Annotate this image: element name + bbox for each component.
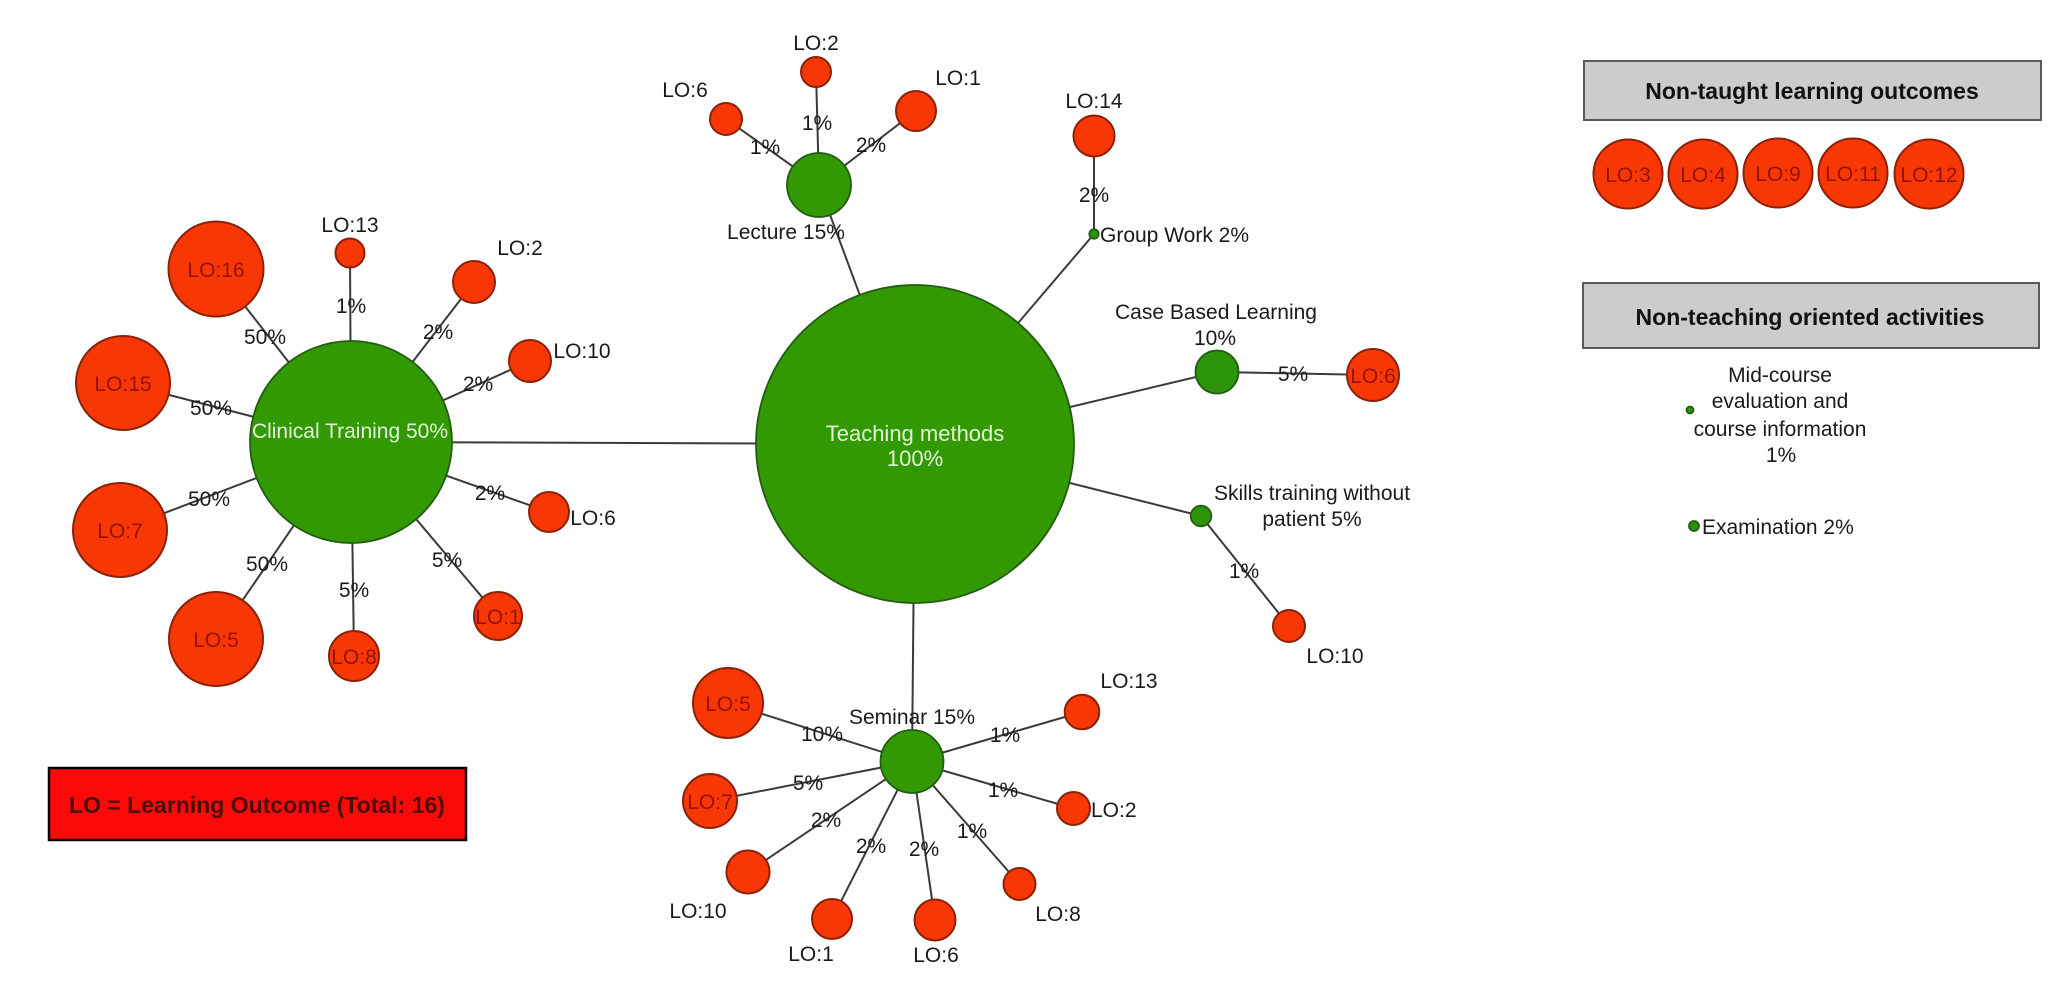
svg-text:5%: 5% (1278, 363, 1308, 386)
svg-text:LO:5: LO:5 (705, 693, 751, 716)
svg-text:1%: 1% (1229, 560, 1259, 583)
svg-text:10%: 10% (801, 723, 843, 746)
svg-text:LO:8: LO:8 (1035, 903, 1081, 926)
svg-text:LO:13: LO:13 (1100, 670, 1157, 693)
svg-text:Seminar 15%: Seminar 15% (849, 706, 975, 729)
svg-text:50%: 50% (188, 488, 230, 511)
svg-text:LO:2: LO:2 (497, 237, 543, 260)
svg-text:LO:2: LO:2 (1091, 799, 1137, 822)
svg-text:LO:10: LO:10 (1306, 645, 1363, 668)
svg-text:LO:12: LO:12 (1900, 164, 1957, 187)
svg-text:LO:6: LO:6 (570, 507, 616, 530)
svg-text:patient 5%: patient 5% (1262, 508, 1361, 531)
svg-text:2%: 2% (856, 835, 886, 858)
svg-text:Group Work 2%: Group Work 2% (1100, 224, 1249, 247)
svg-text:LO:15: LO:15 (94, 373, 151, 396)
svg-text:100%: 100% (887, 446, 943, 471)
svg-text:Examination 2%: Examination 2% (1702, 516, 1854, 539)
svg-text:50%: 50% (244, 326, 286, 349)
svg-text:5%: 5% (793, 772, 823, 795)
svg-text:LO:16: LO:16 (187, 259, 244, 282)
svg-text:LO = Learning Outcome (Total:: LO = Learning Outcome (Total: 16) (69, 792, 445, 818)
svg-text:LO:11: LO:11 (1825, 163, 1881, 186)
svg-text:1%: 1% (750, 136, 780, 159)
svg-text:LO:13: LO:13 (321, 214, 378, 237)
svg-text:2%: 2% (856, 134, 886, 157)
svg-text:Clinical Training 50%: Clinical Training 50% (252, 420, 448, 443)
svg-text:Mid-course: Mid-course (1728, 364, 1832, 387)
svg-text:2%: 2% (475, 482, 505, 505)
svg-text:Case Based Learning: Case Based Learning (1115, 301, 1317, 324)
svg-text:5%: 5% (339, 579, 369, 602)
svg-text:2%: 2% (811, 809, 841, 832)
svg-text:Non-taught learning outcomes: Non-taught learning outcomes (1645, 78, 1979, 104)
svg-text:5%: 5% (432, 549, 462, 572)
svg-text:LO:1: LO:1 (935, 67, 981, 90)
svg-text:50%: 50% (190, 397, 232, 420)
svg-text:1%: 1% (990, 724, 1020, 747)
svg-text:2%: 2% (1079, 184, 1109, 207)
svg-text:Non-teaching oriented activiti: Non-teaching oriented activities (1636, 304, 1985, 330)
svg-text:50%: 50% (246, 553, 288, 576)
svg-text:1%: 1% (802, 112, 832, 135)
svg-text:LO:7: LO:7 (97, 520, 143, 543)
svg-text:1%: 1% (957, 820, 987, 843)
svg-text:Skills training without: Skills training without (1214, 482, 1410, 505)
svg-text:LO:9: LO:9 (1755, 163, 1801, 186)
svg-text:LO:7: LO:7 (687, 791, 733, 814)
svg-text:LO:3: LO:3 (1605, 164, 1651, 187)
svg-text:LO:8: LO:8 (331, 646, 377, 669)
svg-text:LO:4: LO:4 (1680, 164, 1726, 187)
svg-text:LO:10: LO:10 (669, 900, 726, 923)
svg-text:2%: 2% (423, 321, 453, 344)
svg-text:LO:6: LO:6 (1350, 365, 1396, 388)
svg-text:1%: 1% (336, 295, 366, 318)
svg-text:10%: 10% (1194, 327, 1236, 350)
svg-text:evaluation and: evaluation and (1712, 390, 1849, 413)
svg-text:course information: course information (1694, 418, 1867, 441)
svg-text:1%: 1% (988, 779, 1018, 802)
svg-text:2%: 2% (463, 373, 493, 396)
svg-text:2%: 2% (909, 838, 939, 861)
svg-text:LO:5: LO:5 (193, 629, 239, 652)
svg-text:LO:6: LO:6 (913, 944, 959, 967)
svg-text:LO:6: LO:6 (662, 79, 708, 102)
svg-text:LO:1: LO:1 (475, 606, 521, 629)
svg-text:LO:2: LO:2 (793, 32, 839, 55)
svg-text:LO:14: LO:14 (1065, 90, 1123, 113)
svg-text:1%: 1% (1766, 444, 1796, 467)
svg-text:LO:10: LO:10 (553, 340, 610, 363)
svg-text:Teaching methods: Teaching methods (826, 421, 1005, 446)
svg-text:Lecture 15%: Lecture 15% (727, 221, 845, 244)
svg-text:LO:1: LO:1 (788, 943, 834, 966)
